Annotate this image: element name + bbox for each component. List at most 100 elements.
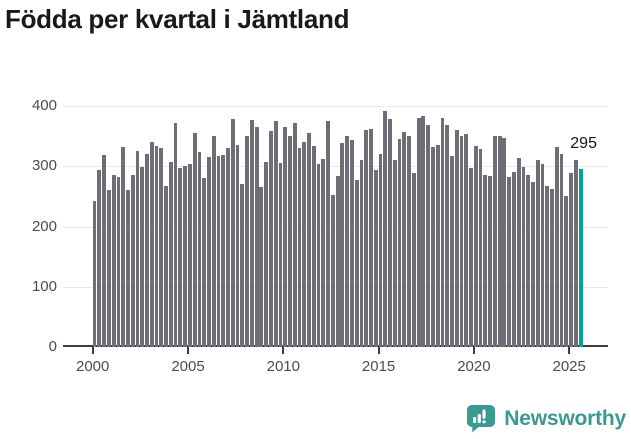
bar-2024Q3[interactable] <box>559 153 564 347</box>
bar-2006Q1[interactable] <box>207 157 211 347</box>
bar-2013Q4[interactable] <box>354 180 359 347</box>
bar-2014Q3[interactable] <box>369 128 373 347</box>
bar-2022Q2[interactable] <box>516 158 521 347</box>
bar-2021Q4[interactable] <box>507 177 512 347</box>
bar-2017Q2[interactable] <box>421 116 426 347</box>
bar-2013Q2[interactable] <box>345 135 350 347</box>
bar-2022Q1[interactable] <box>512 172 516 347</box>
bar-2002Q4[interactable] <box>145 153 149 347</box>
bar-2021Q3[interactable] <box>502 137 507 347</box>
bar-2010Q4[interactable] <box>297 148 302 347</box>
bar-2019Q3[interactable] <box>464 134 469 347</box>
bar-2007Q4[interactable] <box>240 184 245 347</box>
bar-2018Q2[interactable] <box>440 118 445 347</box>
bar-2012Q1[interactable] <box>321 159 326 347</box>
bar-2007Q2[interactable] <box>230 119 235 347</box>
bar-2018Q3[interactable] <box>445 124 450 347</box>
bar-2008Q3[interactable] <box>254 127 259 347</box>
bar-2001Q4[interactable] <box>126 189 130 347</box>
bar-2020Q1[interactable] <box>473 145 478 347</box>
bar-2012Q3[interactable] <box>330 195 335 347</box>
bar-2013Q3[interactable] <box>350 140 354 347</box>
bar-2009Q1[interactable] <box>264 162 269 347</box>
bar-2017Q3[interactable] <box>426 124 431 347</box>
bar-2015Q1[interactable] <box>378 153 383 347</box>
bar-2024Q4[interactable] <box>564 196 569 347</box>
bar-2006Q3[interactable] <box>216 156 221 347</box>
bar-2022Q4[interactable] <box>526 175 531 347</box>
bar-2017Q1[interactable] <box>416 118 421 347</box>
bar-2025Q3[interactable] <box>578 169 583 347</box>
bar-2015Q2[interactable] <box>383 111 388 347</box>
bar-2021Q1[interactable] <box>492 135 497 347</box>
bar-2000Q3[interactable] <box>102 155 107 347</box>
bar-2004Q2[interactable] <box>173 123 178 347</box>
bar-2018Q1[interactable] <box>435 145 440 347</box>
bar-2011Q2[interactable] <box>307 133 311 347</box>
bar-2021Q2[interactable] <box>497 135 502 347</box>
bar-2019Q1[interactable] <box>454 130 459 347</box>
bar-2000Q4[interactable] <box>107 189 111 347</box>
bar-2004Q1[interactable] <box>168 162 173 347</box>
bar-2008Q1[interactable] <box>245 135 249 347</box>
bar-2011Q3[interactable] <box>311 146 316 347</box>
bar-2005Q4[interactable] <box>202 177 207 347</box>
bar-2022Q3[interactable] <box>521 166 526 347</box>
bar-2025Q2[interactable] <box>573 160 578 347</box>
bar-2015Q3[interactable] <box>388 118 392 347</box>
bar-2016Q3[interactable] <box>407 135 411 347</box>
bar-2001Q3[interactable] <box>121 146 126 347</box>
bar-2001Q1[interactable] <box>111 174 116 347</box>
bar-2019Q2[interactable] <box>459 135 464 347</box>
bar-2004Q4[interactable] <box>183 166 188 347</box>
bar-2008Q4[interactable] <box>259 186 264 347</box>
bar-2010Q2[interactable] <box>288 135 292 347</box>
bar-2008Q2[interactable] <box>249 120 254 347</box>
bar-2016Q4[interactable] <box>411 173 416 347</box>
bar-2011Q4[interactable] <box>316 163 321 347</box>
bar-2003Q3[interactable] <box>159 147 164 347</box>
bar-2018Q4[interactable] <box>450 156 454 347</box>
bar-2025Q1[interactable] <box>569 173 573 347</box>
bar-2020Q2[interactable] <box>478 148 483 347</box>
bar-2023Q3[interactable] <box>540 163 545 347</box>
bar-2016Q1[interactable] <box>397 138 402 347</box>
bar-2012Q4[interactable] <box>335 176 340 347</box>
bar-2020Q3[interactable] <box>483 175 488 347</box>
bar-2007Q3[interactable] <box>235 144 240 347</box>
bar-2014Q1[interactable] <box>359 159 364 347</box>
bar-2003Q1[interactable] <box>149 142 154 347</box>
bar-2009Q3[interactable] <box>273 121 278 347</box>
bar-2024Q1[interactable] <box>550 188 554 347</box>
bar-2009Q2[interactable] <box>269 131 273 347</box>
bar-2014Q4[interactable] <box>373 170 378 347</box>
bar-2006Q2[interactable] <box>211 135 216 347</box>
bar-2015Q4[interactable] <box>392 160 397 347</box>
bar-2010Q1[interactable] <box>283 127 288 347</box>
bar-2019Q4[interactable] <box>469 168 473 347</box>
bar-2012Q2[interactable] <box>326 121 330 347</box>
bar-2002Q1[interactable] <box>130 174 135 347</box>
bar-2006Q4[interactable] <box>221 155 226 347</box>
bar-2023Q4[interactable] <box>545 185 550 347</box>
bar-2000Q2[interactable] <box>97 169 102 347</box>
bar-2009Q4[interactable] <box>278 162 283 347</box>
bar-2003Q2[interactable] <box>154 146 159 347</box>
bar-2017Q4[interactable] <box>431 146 435 347</box>
bar-2024Q2[interactable] <box>554 146 559 347</box>
bar-2007Q1[interactable] <box>226 148 230 347</box>
bar-2016Q2[interactable] <box>402 131 407 347</box>
bar-2023Q2[interactable] <box>535 160 540 347</box>
bar-2001Q2[interactable] <box>116 177 121 347</box>
bar-2014Q2[interactable] <box>364 130 369 347</box>
bar-2005Q2[interactable] <box>192 132 197 347</box>
newsworthy-logo[interactable]: Newsworthy <box>465 403 626 435</box>
bar-2004Q3[interactable] <box>178 168 183 347</box>
bar-2005Q3[interactable] <box>197 152 202 347</box>
bar-2005Q1[interactable] <box>188 164 192 347</box>
bar-2002Q3[interactable] <box>140 167 145 347</box>
bar-2020Q4[interactable] <box>488 176 492 347</box>
bar-2013Q1[interactable] <box>340 143 345 347</box>
bar-2000Q1[interactable] <box>92 200 97 347</box>
bar-2002Q2[interactable] <box>135 150 140 347</box>
